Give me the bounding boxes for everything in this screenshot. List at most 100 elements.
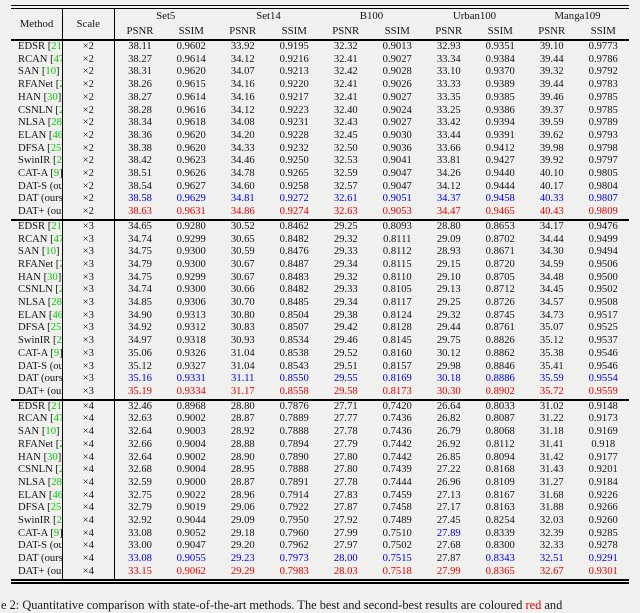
citation-link[interactable]: 30 [47,91,58,103]
citation-link[interactable]: 9 [53,168,60,180]
caption-red-word: red [525,598,542,612]
method-cell: RCAN [47] [11,53,63,67]
citation-link[interactable]: 10 [45,66,56,78]
citation-link[interactable]: 28 [51,117,62,129]
metric-cell: 30.59 [230,246,255,258]
metric-cell: 30.52 [217,218,269,234]
metric-cell: 31.18 [539,426,564,438]
citation-link[interactable]: 47 [53,413,62,425]
metric-cell: 32.41 [333,53,358,65]
metric-cell: 0.9000 [176,476,206,488]
citation-link[interactable]: 46 [52,129,63,141]
metric-cell: 33.08 [128,527,152,539]
metric-cell: 26.82 [436,413,461,425]
citation-link[interactable]: 28 [51,476,62,488]
scale-cell: ×4 [62,438,115,452]
table-row: RFANet [23]×2 38.26 0.9615 34.16 0.9220 32.41… [11,79,629,92]
method-name: CAT-A [18,347,48,359]
metric-cell: 0.9615 [176,79,206,91]
table-row: NLSA [28]×3 34.85 0.9306 30.70 0.8485 29.34 0.… [11,297,629,310]
metric-cell: 34.12 [230,104,255,116]
header-metric-ssim: SSIM [384,25,410,37]
citation-link[interactable]: 21 [51,220,62,232]
metric-cell: 0.8068 [485,426,515,438]
method-name: EDSR [18,400,46,412]
metric-cell: 29.55 [333,373,358,385]
metric-cell: 31.88 [539,502,564,514]
citation-link[interactable]: 29 [59,464,62,475]
metric-cell: 0.9629 [176,193,206,205]
metric-cell: 38.51 [128,168,152,180]
metric-cell: 0.8482 [279,284,309,296]
metric-cell: 0.9502 [588,284,618,296]
citation-link[interactable]: 23 [59,79,61,90]
citation-link[interactable]: 46 [52,309,63,321]
citation-link[interactable]: 23 [59,259,61,270]
citation-link[interactable]: 9 [53,347,60,359]
citation-link[interactable]: 47 [53,233,62,245]
metric-cell: 26.96 [436,476,461,488]
metric-cell: 0.9280 [165,218,217,234]
metric-cell: 29.44 [436,322,461,334]
metric-cell: 0.9213 [279,66,309,78]
citation-link[interactable]: 20 [56,515,62,527]
metric-cell: 28.87 [230,476,255,488]
scale-cell: ×2 [62,91,115,105]
metric-cell: 29.75 [436,335,461,347]
table-body: EDSR [21]×238.110.960233.920.919532.320.… [11,40,629,582]
scale-cell: ×2 [62,206,115,220]
metric-cell: 29.58 [333,385,358,397]
citation-link[interactable]: 20 [56,335,62,347]
metric-cell: 0.9525 [588,322,618,334]
citation-link[interactable]: 25 [50,142,62,154]
metric-cell: 32.59 [128,476,152,488]
metric-cell: 27.17 [436,502,461,514]
citation-link[interactable]: 30 [47,451,58,463]
citation-link[interactable]: 28 [51,297,62,309]
citation-link[interactable]: 25 [50,502,62,514]
metric-cell: 34.85 [128,297,152,309]
method-name: ELAN [18,489,47,501]
scale-cell: ×2 [62,193,115,207]
method-cell: DAT+ (ours) [11,206,63,220]
citation-link[interactable]: 29 [59,105,62,116]
table-row: CSNLN [29]×2 38.28 0.9616 34.12 0.9223 32.40 0… [11,104,629,118]
metric-cell: 30.67 [230,271,255,283]
citation-link[interactable]: 10 [45,246,56,258]
metric-cell: 26.64 [423,398,475,414]
citation-link[interactable]: 21 [51,41,62,52]
metric-cell: 0.9300 [176,258,206,270]
citation-link[interactable]: 30 [47,271,58,283]
metric-cell: 29.34 [333,297,358,309]
method-name: DFSA [18,142,45,154]
citation-link[interactable]: 46 [52,489,63,501]
citation-link[interactable]: 9 [53,527,60,539]
method-name: RFANet [18,79,54,91]
metric-cell: 0.9618 [176,117,206,129]
table-row: DFSA [25]×2 38.38 0.9620 34.33 0.9232 32.50 0.… [11,142,629,156]
citation-link[interactable]: 29 [59,284,62,295]
table-row: DAT+ (ours)×3 35.19 0.9334 31.17 0.8558 29.58… [11,385,629,400]
method-cell: DAT (ours) [11,373,63,386]
metric-cell: 0.9223 [279,104,309,116]
metric-cell: 34.46 [230,155,255,167]
metric-cell: 33.10 [436,66,461,78]
citation-link[interactable]: 25 [50,322,62,334]
metric-cell: 0.9232 [279,142,309,154]
scale-cell: ×4 [62,426,115,439]
citation-link[interactable]: 21 [51,400,62,412]
metric-cell: 28.92 [230,426,255,438]
citation-link[interactable]: 10 [45,426,56,438]
citation-link[interactable]: 23 [59,439,61,450]
citation-link[interactable]: 20 [56,155,62,167]
citation-link[interactable]: 47 [53,53,62,65]
metric-cell: 0.9508 [588,297,618,309]
header-row-metrics: PSNR SSIM PSNR SSIM PSNR SSIM PSNR SSIM PSNR SSIM [11,24,629,40]
metric-cell: 32.64 [128,451,152,463]
method-name: RCAN [18,53,48,65]
metric-cell: 29.33 [333,284,358,296]
table-row: RFANet [23]×3 34.79 0.9300 30.67 0.8487 29.34… [11,258,629,272]
method-cell: RCAN [47] [11,413,63,427]
method-cell: SAN [10] [11,66,63,80]
method-cell: ELAN [46] [11,129,63,143]
